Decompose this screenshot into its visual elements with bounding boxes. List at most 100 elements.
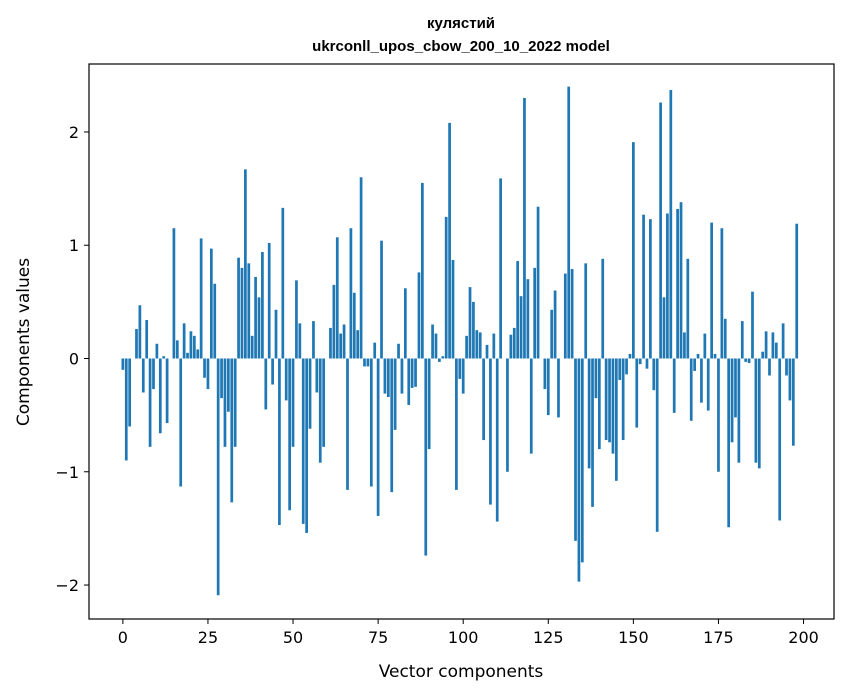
- bar: [308, 358, 312, 429]
- bar: [295, 280, 298, 359]
- bar: [237, 257, 240, 359]
- bar: [683, 332, 686, 359]
- bar: [485, 344, 489, 359]
- bar: [461, 358, 465, 394]
- bar: [618, 358, 622, 381]
- chart-subtitle: ukrconll_upos_cbow_200_10_2022 model: [312, 38, 610, 55]
- bar: [162, 356, 166, 359]
- bar: [529, 358, 533, 454]
- bar: [591, 358, 594, 507]
- bar: [713, 353, 717, 359]
- bar: [247, 263, 251, 359]
- bar: [621, 358, 625, 441]
- plot-frame: [88, 63, 835, 620]
- bar: [519, 296, 523, 359]
- bar: [676, 208, 679, 359]
- bar: [754, 358, 758, 463]
- bar: [791, 358, 795, 446]
- x-tick-label: 200: [788, 628, 819, 647]
- bar: [369, 358, 373, 487]
- bar: [655, 358, 659, 532]
- y-axis-ticks: −2 −1 0 1 2: [55, 123, 89, 595]
- bar: [376, 358, 380, 516]
- bar: [625, 358, 628, 375]
- bar: [213, 283, 217, 359]
- bar: [737, 358, 741, 463]
- x-tick-label: 175: [703, 628, 734, 647]
- bar: [669, 90, 673, 359]
- y-tick-label: 1: [69, 236, 79, 255]
- bar: [244, 169, 247, 359]
- bar: [512, 327, 516, 359]
- bar: [584, 263, 588, 359]
- bar: [281, 207, 285, 359]
- bar: [526, 279, 530, 359]
- bar: [499, 178, 502, 359]
- bar: [672, 358, 676, 413]
- bar: [601, 258, 605, 359]
- bar: [335, 237, 339, 359]
- bar: [284, 358, 288, 401]
- bar: [366, 358, 370, 367]
- bar: [264, 358, 268, 410]
- x-tick-label: 0: [118, 628, 128, 647]
- bar: [550, 309, 554, 359]
- bar: [291, 358, 295, 447]
- bar: [574, 358, 577, 541]
- bar: [553, 290, 557, 359]
- bar: [216, 358, 220, 596]
- x-tick-label: 50: [283, 628, 303, 647]
- bar: [192, 335, 196, 359]
- bar: [703, 333, 707, 359]
- bar: [145, 319, 149, 359]
- bar: [696, 353, 700, 359]
- bar: [352, 292, 356, 359]
- bar: [186, 352, 189, 359]
- bar: [329, 327, 332, 359]
- bar: [567, 86, 571, 359]
- bar: [339, 333, 343, 359]
- bar: [363, 358, 366, 367]
- bar: [730, 358, 734, 443]
- bar: [740, 321, 744, 359]
- bar: [706, 358, 710, 411]
- bar: [393, 358, 397, 430]
- bar: [427, 358, 431, 450]
- bar: [774, 342, 778, 359]
- bar: [152, 358, 155, 390]
- y-tick-label: −2: [55, 576, 79, 595]
- bar: [148, 358, 152, 447]
- bar: [135, 329, 138, 359]
- bar: [788, 358, 792, 401]
- bar: [727, 358, 731, 528]
- bar: [257, 297, 261, 359]
- bar: [536, 206, 540, 359]
- bar: [723, 318, 727, 359]
- bar: [274, 309, 278, 359]
- bar: [199, 238, 203, 359]
- bar: [628, 353, 632, 359]
- bar: [141, 358, 145, 393]
- bar: [666, 213, 669, 359]
- bar: [417, 272, 421, 359]
- bar: [768, 358, 771, 376]
- bar: [482, 358, 485, 441]
- bar: [403, 288, 407, 359]
- bar: [492, 333, 496, 359]
- bar: [196, 349, 200, 359]
- bar: [179, 358, 183, 487]
- bar: [781, 323, 785, 359]
- bar: [495, 358, 499, 522]
- bar: [642, 214, 645, 359]
- bar: [383, 358, 387, 394]
- bar: [189, 331, 193, 359]
- bar: [475, 330, 479, 359]
- bar: [594, 358, 598, 399]
- bar: [305, 358, 308, 533]
- x-tick-label: 25: [198, 628, 218, 647]
- bar: [220, 358, 223, 399]
- bar: [478, 332, 482, 359]
- bar: [356, 330, 360, 359]
- bar: [407, 358, 411, 405]
- bar: [523, 97, 526, 359]
